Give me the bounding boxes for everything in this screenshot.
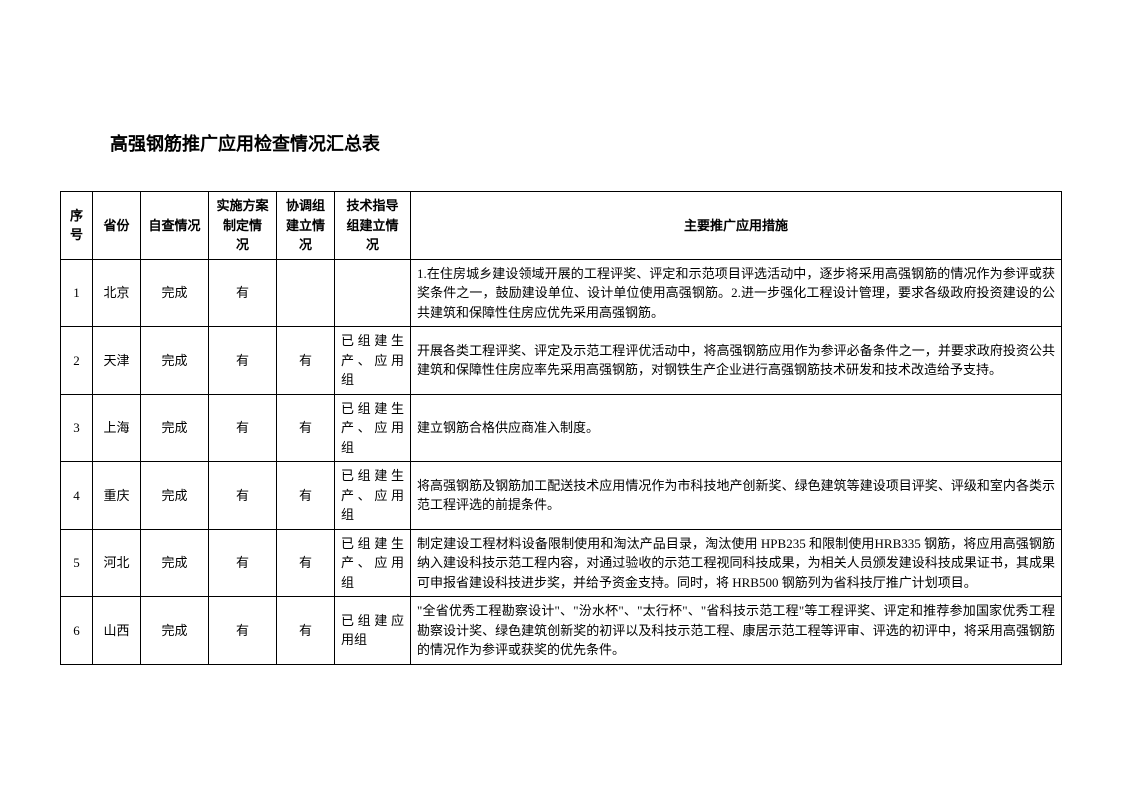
cell-coord: 有 <box>277 462 335 530</box>
cell-coord: 有 <box>277 597 335 665</box>
cell-plan: 有 <box>209 529 277 597</box>
cell-coord: 有 <box>277 529 335 597</box>
cell-plan: 有 <box>209 259 277 327</box>
cell-measure: 1.在住房城乡建设领域开展的工程评奖、评定和示范项目评选活动中，逐步将采用高强钢… <box>411 259 1062 327</box>
cell-seq: 2 <box>61 327 93 395</box>
cell-tech: 已组建生产、应用组 <box>335 394 411 462</box>
cell-seq: 4 <box>61 462 93 530</box>
cell-self-check: 完成 <box>141 327 209 395</box>
table-row: 2 天津 完成 有 有 已组建生产、应用组 开展各类工程评奖、评定及示范工程评优… <box>61 327 1062 395</box>
cell-measure: "全省优秀工程勘察设计"、"汾水杯"、"太行杯"、"省科技示范工程"等工程评奖、… <box>411 597 1062 665</box>
header-seq: 序号 <box>61 192 93 260</box>
table-row: 4 重庆 完成 有 有 已组建生产、应用组 将高强钢筋及钢筋加工配送技术应用情况… <box>61 462 1062 530</box>
header-measure: 主要推广应用措施 <box>411 192 1062 260</box>
cell-tech: 已组建生产、应用组 <box>335 462 411 530</box>
cell-tech: 已组建生产、应用组 <box>335 529 411 597</box>
cell-seq: 5 <box>61 529 93 597</box>
cell-plan: 有 <box>209 394 277 462</box>
cell-seq: 3 <box>61 394 93 462</box>
cell-province: 河北 <box>93 529 141 597</box>
cell-coord <box>277 259 335 327</box>
header-plan: 实施方案制定情 况 <box>209 192 277 260</box>
cell-measure: 开展各类工程评奖、评定及示范工程评优活动中，将高强钢筋应用作为参评必备条件之一，… <box>411 327 1062 395</box>
cell-tech <box>335 259 411 327</box>
cell-seq: 1 <box>61 259 93 327</box>
header-tech: 技术指导组建立情况 <box>335 192 411 260</box>
page-title: 高强钢筋推广应用检查情况汇总表 <box>110 130 1062 156</box>
table-row: 6 山西 完成 有 有 已组建应用组 "全省优秀工程勘察设计"、"汾水杯"、"太… <box>61 597 1062 665</box>
cell-province: 北京 <box>93 259 141 327</box>
cell-province: 重庆 <box>93 462 141 530</box>
header-province: 省份 <box>93 192 141 260</box>
cell-coord: 有 <box>277 394 335 462</box>
cell-self-check: 完成 <box>141 462 209 530</box>
cell-plan: 有 <box>209 462 277 530</box>
cell-plan: 有 <box>209 597 277 665</box>
summary-table: 序号 省份 自查情况 实施方案制定情 况 协调组建立情况 技术指导组建立情况 主… <box>60 191 1062 665</box>
cell-province: 山西 <box>93 597 141 665</box>
table-row: 5 河北 完成 有 有 已组建生产、应用组 制定建设工程材料设备限制使用和淘汰产… <box>61 529 1062 597</box>
cell-province: 上海 <box>93 394 141 462</box>
cell-coord: 有 <box>277 327 335 395</box>
header-self-check: 自查情况 <box>141 192 209 260</box>
header-coord: 协调组建立情况 <box>277 192 335 260</box>
cell-tech: 已组建应用组 <box>335 597 411 665</box>
cell-plan: 有 <box>209 327 277 395</box>
cell-measure: 制定建设工程材料设备限制使用和淘汰产品目录，淘汰使用 HPB235 和限制使用H… <box>411 529 1062 597</box>
cell-self-check: 完成 <box>141 259 209 327</box>
cell-self-check: 完成 <box>141 394 209 462</box>
cell-measure: 将高强钢筋及钢筋加工配送技术应用情况作为市科技地产创新奖、绿色建筑等建设项目评奖… <box>411 462 1062 530</box>
table-row: 1 北京 完成 有 1.在住房城乡建设领域开展的工程评奖、评定和示范项目评选活动… <box>61 259 1062 327</box>
cell-seq: 6 <box>61 597 93 665</box>
cell-measure: 建立钢筋合格供应商准入制度。 <box>411 394 1062 462</box>
table-row: 3 上海 完成 有 有 已组建生产、应用组 建立钢筋合格供应商准入制度。 <box>61 394 1062 462</box>
cell-province: 天津 <box>93 327 141 395</box>
cell-tech: 已组建生产、应用组 <box>335 327 411 395</box>
cell-self-check: 完成 <box>141 597 209 665</box>
table-header-row: 序号 省份 自查情况 实施方案制定情 况 协调组建立情况 技术指导组建立情况 主… <box>61 192 1062 260</box>
cell-self-check: 完成 <box>141 529 209 597</box>
